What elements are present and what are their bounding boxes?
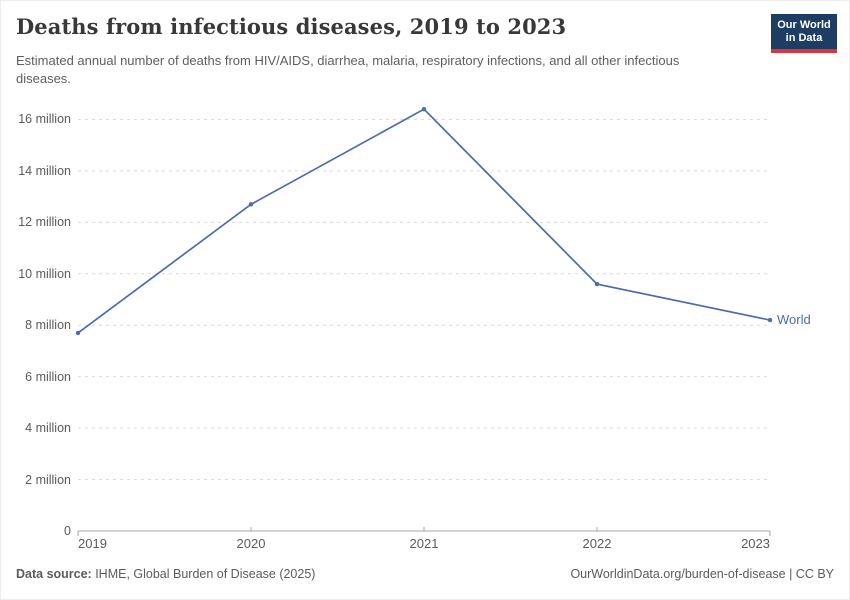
series-label-world[interactable]: World xyxy=(777,312,811,328)
owid-logo-line2: in Data xyxy=(785,32,823,44)
license-link[interactable]: OurWorldinData.org/burden-of-disease | C… xyxy=(570,567,834,581)
owid-logo-red-bar xyxy=(771,49,837,53)
data-point[interactable] xyxy=(594,281,600,287)
x-axis-tick-label: 2019 xyxy=(78,536,107,551)
y-axis-tick-label: 14 million xyxy=(18,163,71,178)
y-axis-tick-label: 6 million xyxy=(25,369,71,384)
x-axis-tick-label: 2023 xyxy=(741,536,770,551)
y-axis-tick-label: 16 million xyxy=(18,112,71,127)
x-axis-tick-label: 2020 xyxy=(236,536,266,551)
data-point[interactable] xyxy=(421,106,427,112)
owid-logo-line1: Our World xyxy=(777,19,831,31)
owid-logo[interactable]: Our World in Data xyxy=(771,14,837,53)
chart-title: Deaths from infectious diseases, 2019 to… xyxy=(16,14,567,39)
data-source-label: Data source: xyxy=(16,567,92,581)
chart-footer: Data source: IHME, Global Burden of Dise… xyxy=(16,567,834,581)
data-point[interactable] xyxy=(248,202,254,207)
y-axis-tick-label: 0 xyxy=(64,524,71,538)
y-axis-tick-label: 12 million xyxy=(18,215,71,230)
owid-logo-text: Our World in Data xyxy=(771,14,837,49)
data-point[interactable] xyxy=(767,317,773,323)
world-series-line[interactable] xyxy=(77,108,771,334)
y-axis-tick-label: 2 million xyxy=(25,472,71,487)
y-axis-tick-label: 8 million xyxy=(25,318,71,333)
x-axis-tick-label: 2021 xyxy=(409,536,439,551)
y-axis-tick-label: 4 million xyxy=(25,421,71,436)
x-axis-tick-label: 2022 xyxy=(582,536,612,551)
data-source-note: Data source: IHME, Global Burden of Dise… xyxy=(16,567,315,581)
data-source-value: IHME, Global Burden of Disease (2025) xyxy=(91,567,316,581)
chart-subtitle: Estimated annual number of deaths from H… xyxy=(16,53,680,86)
data-point[interactable] xyxy=(75,330,81,336)
y-axis-tick-label: 10 million xyxy=(18,266,71,281)
